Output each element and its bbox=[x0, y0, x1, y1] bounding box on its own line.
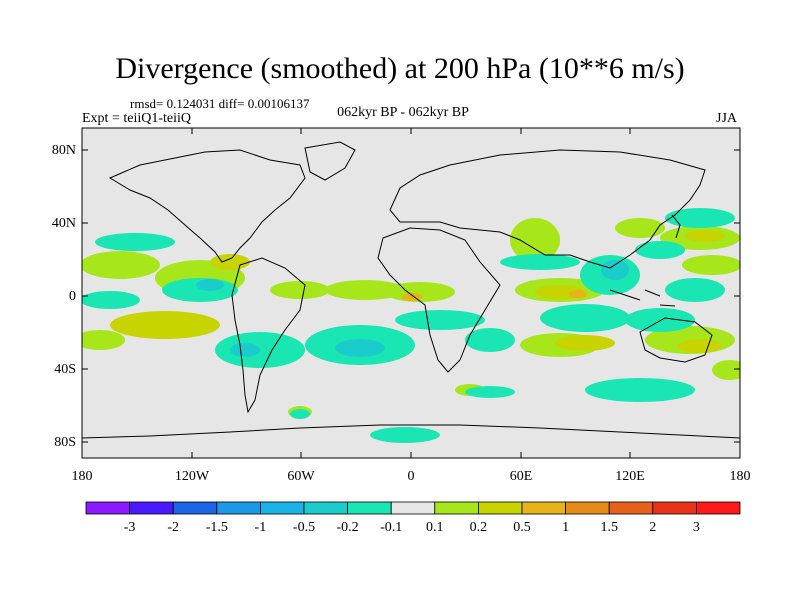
colorbar-label: 0.1 bbox=[426, 520, 444, 535]
colorbar-swatch bbox=[172, 501, 218, 515]
colorbar bbox=[85, 501, 741, 515]
strong-negative-regions bbox=[196, 260, 629, 357]
lat-label: 40S bbox=[54, 362, 76, 377]
colorbar-swatch bbox=[565, 501, 610, 515]
colorbar-swatch bbox=[303, 501, 348, 515]
colorbar-label: 0.2 bbox=[469, 520, 488, 535]
colorbar-label: -3 bbox=[123, 520, 136, 535]
colorbar-swatch bbox=[652, 501, 697, 515]
colorbar-label: -2 bbox=[167, 520, 180, 535]
stats-line: rmsd= 0.124031 diff= 0.00106137 bbox=[130, 96, 310, 111]
divergence-field bbox=[82, 141, 740, 443]
colorbar-label: -0.1 bbox=[380, 520, 403, 535]
lon-label: 0 bbox=[407, 469, 415, 484]
colorbar-swatch bbox=[216, 501, 261, 515]
lon-label: 120E bbox=[615, 469, 645, 484]
chart-title: Divergence (smoothed) at 200 hPa (10**6 … bbox=[115, 52, 685, 85]
lon-label: 60E bbox=[509, 469, 533, 484]
colorbar-swatch bbox=[434, 501, 479, 515]
colorbar-swatch bbox=[477, 501, 523, 515]
colorbar-label: -1.5 bbox=[205, 520, 228, 535]
experiment-label: Expt = teiiQ1-teiiQ bbox=[82, 111, 191, 126]
coastlines bbox=[82, 141, 740, 439]
lon-label: 180 bbox=[729, 469, 751, 484]
lat-label: 80S bbox=[54, 435, 76, 450]
colorbar-label: -1 bbox=[254, 520, 267, 535]
lon-label: 180 bbox=[71, 469, 93, 484]
colorbar-swatch bbox=[259, 501, 305, 515]
lat-label: 80N bbox=[51, 143, 76, 158]
colorbar-label: 2 bbox=[649, 520, 657, 535]
lon-label: 60W bbox=[287, 469, 315, 484]
colorbar-swatch bbox=[608, 501, 654, 515]
period-label: 062kyr BP - 062kyr BP bbox=[337, 105, 469, 120]
colorbar-swatch bbox=[521, 501, 566, 515]
colorbar-label: 0.5 bbox=[513, 520, 531, 535]
colorbar-swatch bbox=[129, 501, 174, 515]
colorbar-swatch bbox=[347, 501, 392, 515]
colorbar-swatch bbox=[696, 501, 741, 515]
lat-label: 40N bbox=[51, 216, 76, 231]
colorbar-swatch bbox=[85, 501, 130, 515]
colorbar-swatch bbox=[390, 501, 436, 515]
axis-ticks bbox=[81, 128, 741, 458]
colorbar-label: 1 bbox=[562, 520, 570, 535]
colorbar-label: 1.5 bbox=[600, 520, 618, 535]
season-label: JJA bbox=[716, 111, 738, 126]
lon-label: 120W bbox=[174, 469, 210, 484]
colorbar-label: -0.2 bbox=[336, 520, 359, 535]
colorbar-label: -0.5 bbox=[292, 520, 316, 535]
colorbar-label: 3 bbox=[692, 520, 700, 535]
lat-label: 0 bbox=[69, 289, 76, 304]
